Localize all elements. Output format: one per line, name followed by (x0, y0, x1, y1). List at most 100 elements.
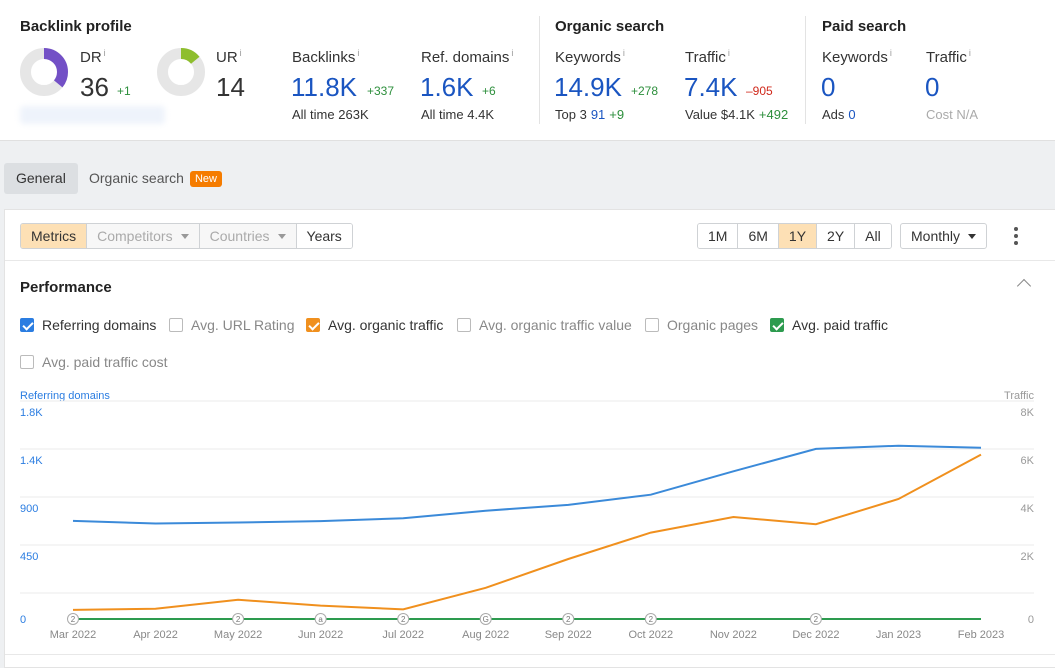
organic-traffic-label[interactable]: Traffic i (685, 48, 730, 66)
range-6m-button[interactable]: 6M (738, 224, 779, 248)
checkbox-avg-url-rating[interactable]: Avg. URL Rating (169, 317, 295, 333)
performance-title: Performance (20, 279, 112, 296)
checkbox-avg-paid-traffic[interactable]: Avg. paid traffic (770, 317, 888, 333)
range-all-button[interactable]: All (855, 224, 891, 248)
organic-keywords-label[interactable]: Keywords i (555, 48, 625, 66)
view-switcher: Metrics Competitors Countries Years (20, 223, 353, 249)
ads-stat: Ads 0 (822, 107, 856, 122)
annotation-marker (644, 613, 657, 625)
paid-keywords-value[interactable]: 0 (821, 72, 836, 102)
annotation-marker (397, 613, 410, 625)
annotation-label: 2 (649, 615, 654, 624)
info-icon: i (239, 48, 242, 58)
ref-domains-all-time: All time 4.4K (421, 107, 494, 122)
series-line-avg-organic-traffic (72, 453, 982, 611)
right-tick-label: 0 (1028, 614, 1034, 626)
checkbox-avg-organic-traffic[interactable]: Avg. organic traffic (306, 317, 443, 333)
info-icon: i (357, 48, 360, 58)
dr-value: 36 (80, 72, 109, 102)
x-tick-label: May 2022 (214, 629, 262, 641)
range-1y-button[interactable]: 1Y (778, 224, 818, 248)
x-tick-label: Feb 2023 (958, 629, 1004, 641)
chevron-up-icon[interactable] (1016, 278, 1032, 294)
x-tick-label: Dec 2022 (792, 629, 839, 641)
x-tick-label: Aug 2022 (462, 629, 509, 641)
paid-search-title: Paid search (822, 18, 907, 35)
backlink-profile-title: Backlink profile (20, 18, 132, 35)
series-line-referring-domains (72, 444, 982, 525)
annotation-marker (479, 613, 492, 625)
view-years-button[interactable]: Years (296, 224, 352, 248)
annotation-marker (562, 613, 575, 625)
backlinks-label[interactable]: Backlinks i (292, 48, 360, 66)
organic-keywords-delta: +278 (631, 84, 659, 98)
range-switcher: 1M 6M 1Y 2Y All (697, 223, 892, 249)
paid-traffic-label[interactable]: Traffic i (926, 48, 971, 66)
annotation-label: 2 (814, 615, 819, 624)
x-tick-label: Apr 2022 (133, 629, 178, 641)
checkbox-organic-pages[interactable]: Organic pages (645, 317, 758, 333)
organic-search-title: Organic search (555, 18, 665, 35)
info-icon: i (622, 48, 625, 58)
tab-general[interactable]: General (4, 163, 78, 194)
x-tick-label: Jan 2023 (876, 629, 921, 641)
annotation-label: 2 (566, 615, 571, 624)
divider (5, 654, 1055, 655)
annotation-label: 2 (71, 615, 76, 624)
x-tick-label: Nov 2022 (710, 629, 757, 641)
right-tick-label: 8K (1021, 407, 1035, 419)
chevron-down-icon (968, 234, 977, 239)
view-competitors-button[interactable]: Competitors (87, 224, 200, 248)
paid-traffic-value[interactable]: 0 (925, 72, 940, 102)
organic-traffic-delta: –905 (746, 84, 773, 98)
backlinks-value[interactable]: 11.8K (291, 72, 358, 102)
left-tick-label: 1.8K (20, 407, 43, 419)
overview-panel: Metrics Competitors Countries Years 1M 6… (4, 209, 1055, 668)
checkbox-avg-organic-traffic-value[interactable]: Avg. organic traffic value (457, 317, 632, 333)
info-icon: i (511, 48, 514, 58)
x-tick-label: Jun 2022 (298, 629, 343, 641)
new-badge: New (189, 171, 222, 187)
metrics-header: Backlink profile DR i 36 +1 UR i 14 Backli… (0, 0, 1055, 141)
right-axis-title: Traffic (1004, 390, 1034, 402)
left-tick-label: 0 (20, 614, 26, 626)
annotation-marker (314, 613, 327, 625)
left-axis-title: Referring domains (20, 390, 110, 402)
checkbox-referring-domains[interactable]: Referring domains (20, 317, 156, 333)
left-tick-label: 900 (20, 503, 38, 515)
ref-domains-label[interactable]: Ref. domains i (421, 48, 514, 66)
left-tick-label: 1.4K (20, 455, 43, 467)
tab-organic-search[interactable]: Organic search New (89, 163, 222, 194)
organic-keywords-value[interactable]: 14.9K (554, 72, 622, 102)
right-tick-label: 4K (1021, 503, 1035, 515)
chevron-down-icon (180, 234, 189, 239)
interval-select[interactable]: Monthly (900, 223, 988, 249)
x-tick-label: Jul 2022 (382, 629, 424, 641)
annotation-marker (232, 613, 245, 625)
ref-domains-delta: +6 (482, 84, 496, 98)
checkbox-avg-paid-traffic-cost[interactable]: Avg. paid traffic cost (20, 354, 168, 370)
info-icon: i (103, 48, 106, 58)
view-countries-button[interactable]: Countries (199, 224, 297, 248)
x-tick-label: Sep 2022 (545, 629, 592, 641)
traffic-value-stat: Value $4.1K +492 (685, 107, 789, 122)
annotation-label: 2 (401, 615, 406, 624)
left-tick-label: 450 (20, 551, 38, 563)
annotation-label: a (318, 615, 323, 624)
dr-label[interactable]: DR i (80, 48, 106, 66)
ur-label[interactable]: UR i (216, 48, 242, 66)
view-metrics-button[interactable]: Metrics (21, 224, 88, 248)
info-icon: i (889, 48, 892, 58)
backlinks-all-time: All time 263K (292, 107, 369, 122)
x-tick-label: Oct 2022 (628, 629, 673, 641)
more-options-icon[interactable] (1014, 227, 1018, 245)
paid-keywords-label[interactable]: Keywords i (822, 48, 892, 66)
dr-delta: +1 (117, 84, 131, 98)
range-2y-button[interactable]: 2Y (817, 224, 856, 248)
cost-stat: Cost N/A (926, 107, 979, 122)
range-1m-button[interactable]: 1M (698, 224, 739, 248)
dr-ring (20, 48, 68, 96)
backlinks-delta: +337 (367, 84, 395, 98)
ref-domains-value[interactable]: 1.6K (420, 72, 474, 102)
organic-traffic-value[interactable]: 7.4K (684, 72, 738, 102)
